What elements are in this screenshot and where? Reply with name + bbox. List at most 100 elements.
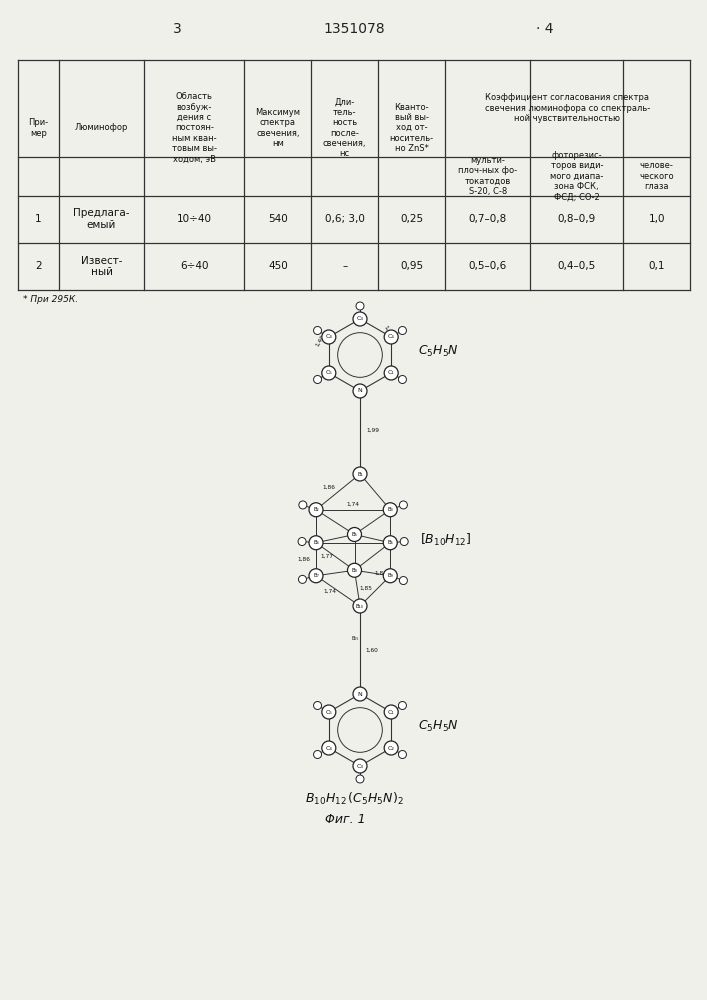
Text: При-
мер: При- мер — [28, 118, 49, 138]
Text: 540: 540 — [268, 214, 288, 224]
Text: C₁: C₁ — [387, 710, 395, 714]
Circle shape — [399, 375, 407, 383]
Text: B₁₀: B₁₀ — [356, 603, 364, 608]
Text: C₂: C₂ — [387, 746, 395, 750]
Text: C₁: C₁ — [387, 370, 395, 375]
Circle shape — [309, 503, 323, 517]
Text: · 4: · 4 — [536, 22, 554, 36]
Text: Φиг. 1: Φиг. 1 — [325, 813, 366, 826]
Circle shape — [314, 326, 322, 334]
Text: C₅: C₅ — [325, 370, 332, 375]
Text: 1,60: 1,60 — [365, 648, 378, 652]
Text: N: N — [358, 692, 363, 696]
Text: 1,0: 1,0 — [648, 214, 665, 224]
Text: 2: 2 — [35, 261, 42, 271]
Circle shape — [314, 702, 322, 710]
Text: * При 295К.: * При 295К. — [23, 295, 78, 304]
Text: C₄: C₄ — [325, 334, 332, 340]
Circle shape — [353, 467, 367, 481]
Circle shape — [356, 302, 364, 310]
Circle shape — [400, 538, 408, 546]
Circle shape — [356, 775, 364, 783]
Circle shape — [384, 330, 398, 344]
Circle shape — [348, 563, 361, 577]
Circle shape — [353, 759, 367, 773]
Text: 1,74: 1,74 — [323, 588, 336, 593]
Text: $C_5H_5N$: $C_5H_5N$ — [418, 719, 459, 734]
Text: Предлага-
емый: Предлага- емый — [74, 208, 130, 230]
Circle shape — [322, 741, 336, 755]
Circle shape — [399, 750, 407, 758]
Text: 1: 1 — [35, 214, 42, 224]
Text: 10÷40: 10÷40 — [177, 214, 212, 224]
Circle shape — [383, 503, 397, 517]
Circle shape — [322, 330, 336, 344]
Text: Дли-
тель-
ность
после-
свечения,
нс: Дли- тель- ность после- свечения, нс — [323, 97, 366, 158]
Text: 1,74: 1,74 — [346, 502, 360, 507]
Text: 0,7–0,8: 0,7–0,8 — [469, 214, 507, 224]
Circle shape — [353, 687, 367, 701]
Circle shape — [298, 538, 306, 546]
Text: C₄: C₄ — [325, 746, 332, 750]
Text: фоторезис-
торов види-
мого диапа-
зона ФСК,
ФСД; СО-2: фоторезис- торов види- мого диапа- зона … — [550, 151, 604, 201]
Text: 1,86: 1,86 — [297, 557, 310, 562]
Text: B₃: B₃ — [387, 507, 393, 512]
Circle shape — [322, 705, 336, 719]
Text: 3: 3 — [173, 22, 182, 36]
Text: 1,85: 1,85 — [359, 586, 373, 591]
Text: N: N — [358, 388, 363, 393]
Text: 1,36: 1,36 — [320, 372, 333, 377]
Text: Коэффициент согласования спектра
свечения люминофора со спектраль-
ной чувствите: Коэффициент согласования спектра свечени… — [485, 93, 650, 123]
Text: C₅: C₅ — [325, 710, 332, 714]
Circle shape — [399, 501, 407, 509]
Text: 0,6; 3,0: 0,6; 3,0 — [325, 214, 365, 224]
Text: B₆₅: B₆₅ — [351, 637, 358, 642]
Circle shape — [399, 702, 407, 710]
Text: 1,86: 1,86 — [322, 485, 335, 490]
Text: мульти-
плоч-ных фо-
токатодов
S-20, C-8: мульти- плоч-ных фо- токатодов S-20, C-8 — [458, 156, 518, 196]
Text: $C_5H_5N$: $C_5H_5N$ — [418, 344, 459, 359]
Circle shape — [353, 384, 367, 398]
Text: B₆: B₆ — [387, 540, 393, 545]
Circle shape — [322, 366, 336, 380]
Circle shape — [353, 312, 367, 326]
Text: B₈: B₈ — [351, 568, 358, 573]
Text: $B_{10}H_{12}\,(C_5H_5N)_2$: $B_{10}H_{12}\,(C_5H_5N)_2$ — [305, 791, 404, 807]
Circle shape — [348, 528, 361, 542]
Text: Извест-
ный: Извест- ный — [81, 256, 122, 277]
Circle shape — [309, 569, 323, 583]
Circle shape — [298, 575, 306, 583]
Text: челове-
ческого
глаза: челове- ческого глаза — [639, 161, 674, 191]
Text: 1,99: 1,99 — [366, 428, 379, 433]
Circle shape — [399, 577, 407, 585]
Text: Область
возбуж-
дения с
постоян-
ным кван-
товым вы-
ходом, эВ: Область возбуж- дения с постоян- ным ква… — [172, 92, 217, 164]
Text: C₃: C₃ — [356, 764, 363, 768]
Text: B₉: B₉ — [387, 573, 393, 578]
Circle shape — [384, 705, 398, 719]
Circle shape — [309, 536, 323, 550]
Text: Максимум
спектра
свечения,
нм: Максимум спектра свечения, нм — [255, 108, 300, 148]
Circle shape — [384, 366, 398, 380]
Text: 0,4–0,5: 0,4–0,5 — [558, 261, 596, 271]
Text: 6÷40: 6÷40 — [180, 261, 209, 271]
Text: 1,40: 1,40 — [383, 325, 395, 338]
Text: C₃: C₃ — [356, 316, 363, 322]
Text: B₇: B₇ — [313, 573, 319, 578]
Text: 0,25: 0,25 — [400, 214, 423, 224]
Circle shape — [299, 501, 307, 509]
Circle shape — [353, 599, 367, 613]
Text: B₅: B₅ — [351, 532, 358, 537]
Text: $[B_{10}H_{12}]$: $[B_{10}H_{12}]$ — [421, 532, 472, 548]
Text: 0,1: 0,1 — [648, 261, 665, 271]
Text: Кванто-
вый вы-
ход от-
носитель-
но ZnS*: Кванто- вый вы- ход от- носитель- но ZnS… — [390, 103, 433, 153]
Text: B₁: B₁ — [357, 472, 363, 477]
Text: 1,77: 1,77 — [320, 554, 333, 559]
Circle shape — [314, 375, 322, 383]
Text: 1,40: 1,40 — [315, 334, 326, 347]
Text: 450: 450 — [268, 261, 288, 271]
Circle shape — [383, 569, 397, 583]
Text: B₂: B₂ — [313, 507, 319, 512]
Circle shape — [384, 741, 398, 755]
Circle shape — [383, 536, 397, 550]
Text: Люминофор: Люминофор — [75, 123, 128, 132]
